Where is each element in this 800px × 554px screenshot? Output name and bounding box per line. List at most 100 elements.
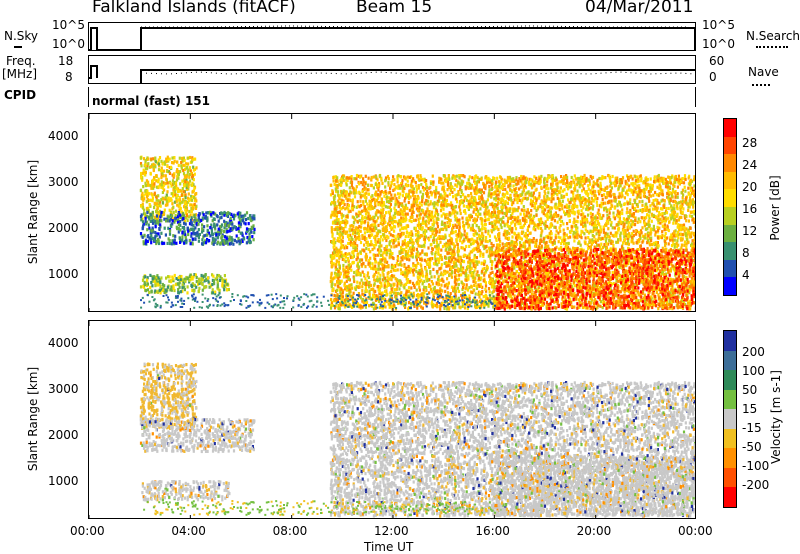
heatmap-cell [193, 213, 196, 217]
heatmap-cell [153, 238, 156, 242]
heatmap-cell [480, 292, 483, 296]
heatmap-cell [676, 233, 679, 238]
heatmap-cell [344, 225, 347, 229]
heatmap-cell [474, 231, 477, 235]
heatmap-cell [401, 250, 404, 254]
heatmap-cell [507, 178, 510, 182]
heatmap-cell [197, 214, 201, 218]
heatmap-cell [514, 289, 517, 293]
heatmap-cell [437, 249, 440, 253]
heatmap-cell [622, 241, 625, 245]
heatmap-cell [515, 220, 518, 224]
heatmap-cell [211, 273, 214, 277]
heatmap-cell [674, 233, 677, 237]
heatmap-cell [205, 211, 208, 215]
heatmap-cell [368, 296, 372, 300]
heatmap-cell [330, 273, 333, 277]
heatmap-cell [603, 193, 606, 197]
heatmap-cell [217, 274, 221, 278]
heatmap-cell [440, 227, 443, 231]
heatmap-cell [512, 184, 515, 188]
heatmap-cell [147, 234, 150, 238]
heatmap-cell [155, 179, 158, 183]
heatmap-cell [235, 234, 238, 238]
heatmap-cell [153, 201, 157, 205]
heatmap-cell [560, 195, 563, 199]
heatmap-cell [142, 168, 145, 172]
heatmap-cell [163, 188, 166, 192]
heatmap-cell [433, 214, 437, 218]
heatmap-cell [242, 214, 245, 218]
heatmap-cell [188, 179, 192, 183]
heatmap-cell [340, 207, 343, 211]
heatmap-cell [612, 234, 615, 238]
heatmap-cell [425, 214, 428, 218]
heatmap-cell [149, 198, 152, 202]
heatmap-cell [361, 285, 364, 289]
heatmap-cell [472, 186, 475, 190]
heatmap-cell [351, 215, 354, 219]
heatmap-cell [225, 228, 228, 232]
heatmap-cell [349, 290, 352, 294]
heatmap-cell [433, 227, 436, 231]
heatmap-cell [510, 199, 513, 203]
heatmap-cell [681, 223, 684, 228]
heatmap-cell [155, 275, 158, 280]
heatmap-cell [582, 215, 585, 219]
heatmap-cell [550, 192, 553, 196]
heatmap-cell [454, 292, 457, 296]
heatmap-cell [378, 200, 381, 205]
heatmap-cell [176, 169, 180, 174]
heatmap-cell [655, 202, 659, 206]
heatmap-cell [381, 291, 384, 295]
heatmap-cell [549, 186, 553, 190]
heatmap-cell [421, 197, 424, 201]
heatmap-cell [142, 285, 145, 289]
heatmap-cell [166, 285, 169, 289]
heatmap-cell [587, 187, 590, 191]
heatmap-cell [580, 247, 583, 251]
heatmap-cell [443, 174, 447, 178]
heatmap-cell [340, 238, 343, 242]
heatmap-cell [141, 226, 144, 230]
heatmap-cell [674, 174, 677, 179]
heatmap-cell [140, 195, 143, 199]
heatmap-cell [172, 161, 175, 165]
heatmap-cell [190, 160, 193, 164]
heatmap-cell [144, 184, 147, 188]
heatmap-cell [429, 288, 432, 292]
heatmap-cell [221, 212, 224, 216]
heatmap-cell [145, 179, 148, 183]
heatmap-cell [140, 175, 143, 179]
heatmap-cell [181, 187, 184, 191]
heatmap-cell [144, 192, 147, 196]
freq-tick-high: 18 [58, 55, 73, 67]
heatmap-cell [445, 228, 448, 232]
heatmap-cell [182, 216, 185, 221]
heatmap-cell [641, 226, 644, 230]
heatmap-cell [202, 241, 205, 245]
freq-panel [88, 55, 696, 84]
heatmap-cell [195, 285, 198, 289]
heatmap-cell [333, 271, 337, 275]
heatmap-cell [436, 222, 439, 226]
heatmap-cell [419, 262, 422, 266]
heatmap-cell [474, 280, 477, 285]
heatmap-cell [158, 227, 161, 231]
heatmap-cell [184, 234, 187, 238]
heatmap-cell [607, 221, 610, 225]
heatmap-cell [503, 178, 506, 182]
heatmap-cell [352, 277, 356, 281]
heatmap-cell [185, 178, 188, 182]
heatmap-cell [151, 199, 154, 203]
heatmap-cell [437, 246, 440, 250]
heatmap-cell [633, 185, 636, 189]
heatmap-cell [458, 182, 461, 186]
heatmap-cell [465, 222, 468, 226]
heatmap-cell [475, 205, 478, 209]
heatmap-cell [673, 242, 676, 247]
heatmap-cell [546, 212, 549, 216]
heatmap-cell [587, 231, 591, 235]
heatmap-cell [171, 239, 174, 243]
heatmap-cell [592, 180, 595, 184]
